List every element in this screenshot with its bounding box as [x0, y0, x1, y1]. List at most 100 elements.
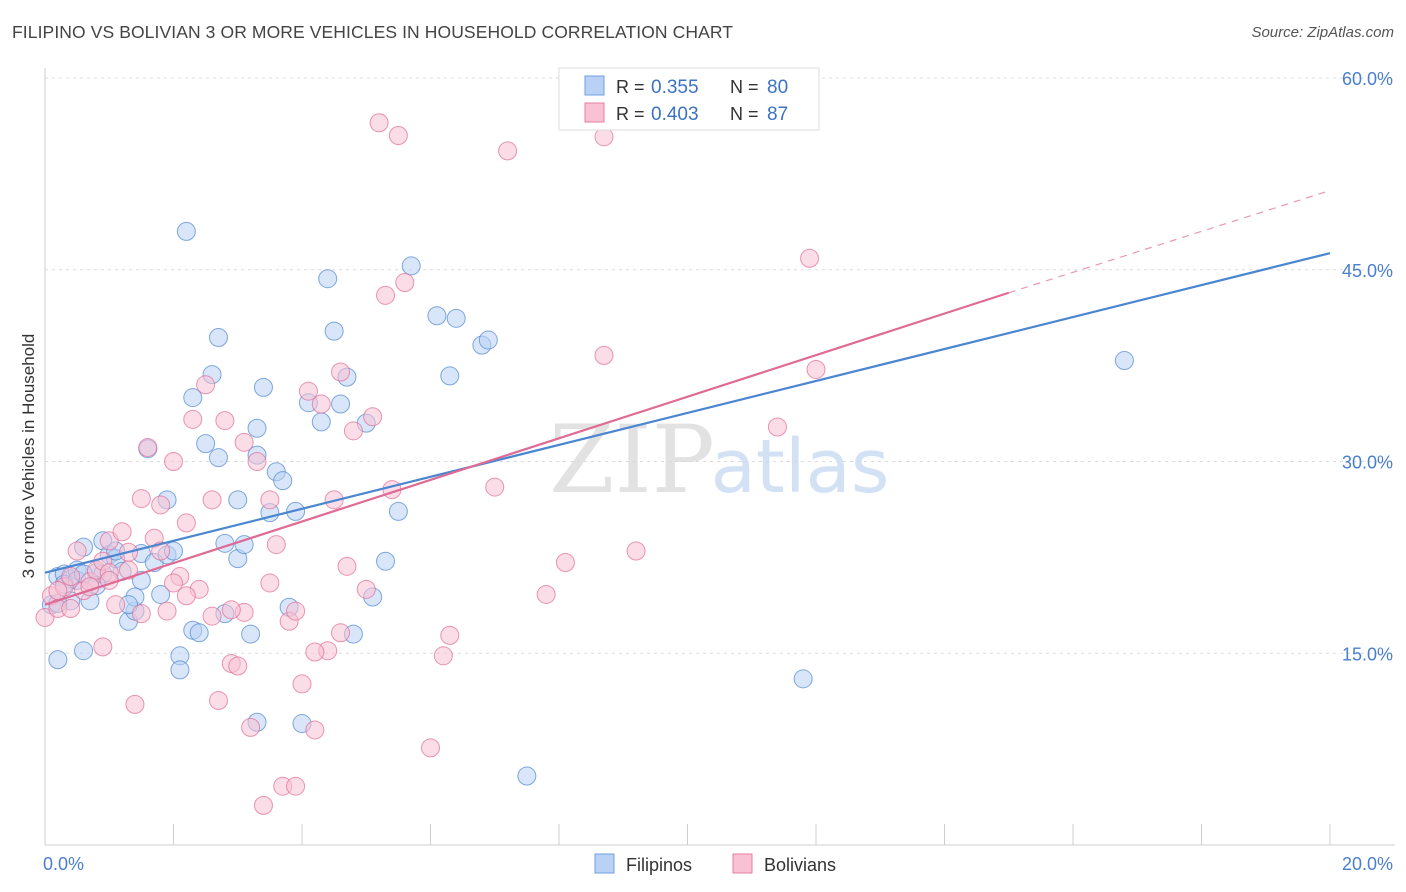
stats-swatch-bolivians: [584, 102, 605, 123]
filipinos-point: [151, 584, 171, 604]
stats-n-label-filipinos: N =: [730, 77, 759, 97]
bolivians-point: [61, 567, 81, 587]
bolivians-point: [93, 637, 113, 657]
filipinos-point: [241, 624, 261, 644]
bolivians-point: [806, 359, 826, 379]
legend-swatch-bolivians: [732, 853, 753, 874]
filipinos-point: [318, 269, 338, 289]
filipinos-point: [1114, 351, 1134, 371]
x-tick-labels: 0.0% 20.0%: [43, 854, 1393, 874]
bolivians-point: [260, 573, 280, 593]
filipinos-point: [183, 388, 203, 408]
bolivians-point: [305, 720, 325, 740]
bolivians-point: [176, 586, 196, 606]
bolivians-point: [331, 362, 351, 382]
filipinos-point: [189, 623, 209, 643]
bolivians-point: [234, 432, 254, 452]
filipinos-point: [74, 641, 94, 661]
filipinos-point: [176, 221, 196, 241]
filipinos-point: [793, 669, 813, 689]
legend-label-filipinos: Filipinos: [626, 855, 692, 875]
bolivians-point: [343, 421, 363, 441]
bolivians-point: [767, 417, 787, 437]
legend-swatch-filipinos: [594, 853, 615, 874]
bolivians-point: [311, 394, 331, 414]
filipinos-point: [440, 366, 460, 386]
bolivians-point: [800, 248, 820, 268]
bolivians-point: [253, 795, 273, 815]
legend-label-bolivians: Bolivians: [764, 855, 836, 875]
bolivians-point: [395, 273, 415, 293]
bolivians-point: [202, 606, 222, 626]
bolivians-point: [183, 409, 203, 429]
bolivians-point: [221, 600, 241, 620]
bolivians-point: [331, 623, 351, 643]
bolivians-point: [536, 584, 556, 604]
stats-n-value-filipinos: 80: [767, 77, 788, 98]
bolivians-trend-extension: [1008, 189, 1331, 294]
stats-r-label-bolivians: R =: [616, 104, 645, 124]
bolivians-point: [421, 738, 440, 758]
bolivians-point: [67, 541, 87, 561]
bolivians-point: [594, 345, 614, 365]
bolivians-point: [151, 495, 171, 515]
bolivians-point: [594, 127, 614, 147]
stats-r-value-bolivians: 0.403: [651, 104, 699, 125]
x-tick-label: 20.0%: [1342, 854, 1393, 874]
y-tick-label: 30.0%: [1342, 453, 1393, 473]
filipinos-point: [208, 448, 228, 468]
filipinos-point: [388, 501, 408, 521]
bolivians-point: [498, 141, 518, 161]
axes: [44, 68, 1395, 846]
filipinos-point: [331, 394, 351, 414]
stats-r-value-filipinos: 0.355: [651, 77, 699, 98]
stats-r-label-filipinos: R =: [616, 77, 645, 97]
x-tick-label: 0.0%: [43, 854, 84, 874]
bolivians-point: [266, 535, 286, 555]
bolivians-point: [112, 522, 132, 542]
y-axis-label: 3 or more Vehicles in Household: [19, 334, 38, 579]
filipinos-point: [478, 330, 498, 350]
chart-title: FILIPINO VS BOLIVIAN 3 OR MORE VEHICLES …: [12, 22, 734, 42]
watermark-atlas: atlas: [711, 424, 890, 510]
bolivians-point: [376, 285, 396, 305]
bolivians-point: [433, 646, 453, 666]
bolivians-point: [388, 126, 408, 146]
bolivians-point: [298, 381, 318, 401]
stats-swatch-filipinos: [584, 75, 605, 96]
stats-n-label-bolivians: N =: [730, 104, 759, 124]
watermark-zip: ZIP: [549, 406, 715, 515]
filipinos-point: [273, 471, 293, 491]
bolivians-trend-line: [44, 291, 1010, 606]
filipinos-point: [234, 535, 254, 555]
y-tick-labels: 15.0% 30.0% 45.0% 60.0%: [1342, 69, 1393, 664]
grid-lines: [45, 77, 1395, 654]
bolivians-point: [260, 490, 280, 510]
filipinos-trend-line: [44, 252, 1331, 574]
bolivians-point: [138, 437, 158, 457]
bolivians-point: [292, 674, 312, 694]
bolivians-point: [208, 691, 228, 711]
filipinos-point: [247, 418, 267, 438]
filipinos-point: [170, 660, 190, 680]
bolivians-point: [356, 579, 376, 599]
filipinos-point: [196, 434, 216, 454]
filipinos-point: [376, 551, 396, 571]
bolivians-point: [164, 452, 183, 471]
bolivians-point: [247, 452, 267, 471]
bolivians-point: [48, 581, 68, 601]
stats-legend: R = 0.355 N = 80 R = 0.403 N = 87: [558, 67, 820, 131]
bolivians-point: [241, 717, 261, 737]
trend-lines: [44, 189, 1331, 606]
filipinos-point: [208, 328, 228, 348]
y-tick-label: 60.0%: [1342, 69, 1393, 89]
stats-n-value-bolivians: 87: [767, 104, 788, 125]
bolivians-point: [176, 513, 196, 533]
bolivians-point: [151, 541, 171, 561]
bolivians-point: [626, 541, 646, 561]
series-legend: Filipinos Bolivians: [594, 853, 836, 875]
bolivians-point: [125, 694, 145, 714]
bolivians-point: [305, 642, 325, 662]
bolivians-point: [440, 625, 460, 645]
